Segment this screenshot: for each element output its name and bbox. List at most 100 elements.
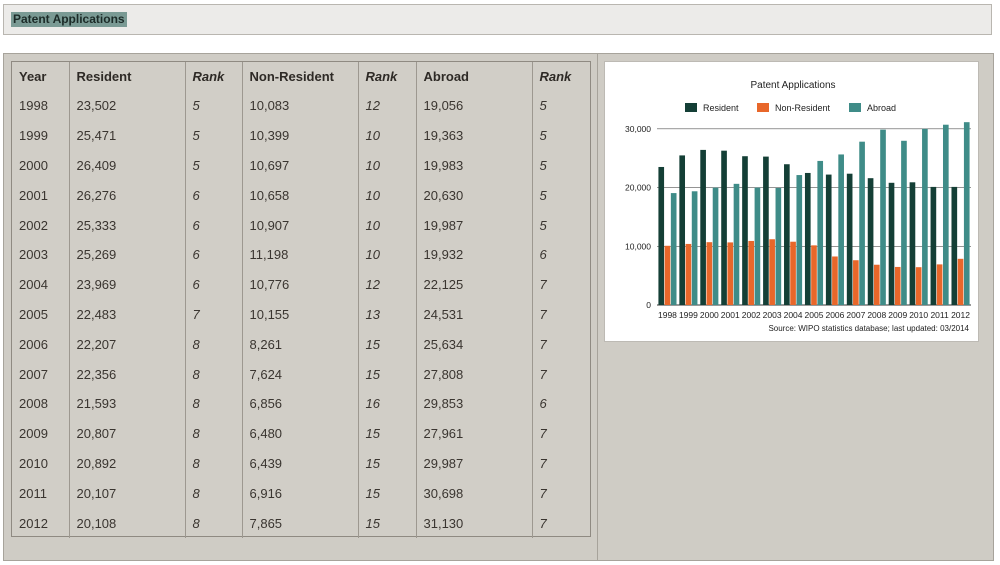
x-tick-label: 2009 — [888, 310, 907, 320]
cell-non-resident-rank: 10 — [358, 150, 417, 181]
x-tick-label: 2006 — [825, 310, 844, 320]
cell-non-resident-rank: 12 — [358, 269, 417, 300]
cell-resident-rank: 6 — [185, 269, 243, 300]
cell-abroad: 19,056 — [416, 91, 533, 121]
cell-non-resident-rank: 16 — [358, 388, 417, 419]
patent-chart-card: Patent Applications Resident Non-Resident… — [604, 61, 979, 342]
patent-table-container: Year Resident Rank Non-Resident Rank Abr… — [11, 61, 591, 538]
cell-abroad-rank: 7 — [539, 277, 547, 293]
cell-non-resident: 10,776 — [242, 269, 359, 300]
table-row: 2003 25,269 6 11,198 10 19,932 6 — [12, 239, 590, 270]
table-row: 1998 23,502 5 10,083 12 19,056 5 — [12, 91, 590, 121]
cell-year: 2010 — [12, 448, 70, 479]
cell-non-resident-rank: 15 — [358, 329, 417, 360]
cell-resident-rank: 8 — [185, 478, 243, 509]
bar-resident-2008 — [867, 178, 874, 305]
cell-abroad: 27,808 — [416, 359, 533, 389]
x-tick-label: 2010 — [909, 310, 928, 320]
cell-abroad: 19,932 — [416, 239, 533, 270]
bar-abroad-2009 — [901, 140, 907, 305]
cell-non-resident-rank: 12 — [358, 91, 417, 121]
cell-abroad: 27,961 — [416, 418, 533, 449]
table-row: 2000 26,409 5 10,697 10 19,983 5 — [12, 150, 590, 181]
cell-non-resident: 8,261 — [242, 329, 359, 360]
panel-divider — [597, 54, 598, 560]
cell-year: 1998 — [12, 91, 70, 121]
chart-source: Source: WIPO statistics database; last u… — [768, 324, 969, 333]
bar-non-resident-2009 — [894, 266, 901, 305]
cell-resident: 25,333 — [69, 210, 186, 240]
cell-abroad: 19,983 — [416, 150, 533, 181]
cell-non-resident: 6,856 — [242, 388, 359, 419]
cell-resident: 26,276 — [69, 180, 186, 211]
bar-abroad-2006 — [838, 154, 844, 305]
chart-title: Patent Applications — [750, 80, 835, 91]
cell-resident: 26,409 — [69, 150, 186, 181]
cell-non-resident: 6,480 — [242, 418, 359, 449]
cell-abroad: 30,698 — [416, 478, 533, 509]
table-row: 1999 25,471 5 10,399 10 19,363 5 — [12, 120, 590, 151]
cell-year: 2011 — [12, 478, 70, 509]
cell-resident: 20,107 — [69, 478, 186, 509]
page-title: Patent Applications — [11, 12, 127, 27]
cell-resident-rank: 5 — [185, 150, 243, 181]
x-tick-label: 2011 — [930, 310, 949, 320]
bar-non-resident-2011 — [936, 264, 943, 305]
legend-swatch-abroad — [849, 103, 861, 112]
col-header-non-resident: Non-Resident — [242, 62, 359, 91]
cell-abroad-rank: 7 — [539, 426, 547, 442]
cell-resident-rank: 8 — [185, 388, 243, 419]
x-tick-label: 2001 — [721, 310, 740, 320]
bar-abroad-2012 — [963, 122, 970, 305]
x-tick-label: 2012 — [951, 310, 970, 320]
legend-swatch-resident — [685, 103, 697, 112]
patent-bar-chart: Patent Applications Resident Non-Resident… — [625, 80, 971, 333]
cell-year: 2009 — [12, 418, 70, 449]
cell-non-resident: 6,916 — [242, 478, 359, 509]
bar-non-resident-2002 — [748, 240, 755, 305]
bar-non-resident-2005 — [811, 245, 817, 305]
cell-abroad: 19,987 — [416, 210, 533, 240]
cell-abroad-rank: 5 — [539, 217, 547, 233]
cell-non-resident-rank: 15 — [358, 359, 417, 389]
cell-non-resident: 10,907 — [242, 210, 359, 240]
cell-non-resident-rank: 10 — [358, 120, 417, 151]
cell-non-resident-rank: 15 — [358, 418, 417, 449]
table-row: 2002 25,333 6 10,907 10 19,987 5 — [12, 210, 590, 240]
x-tick-label: 2004 — [784, 310, 803, 320]
cell-resident-rank: 8 — [185, 329, 243, 360]
cell-non-resident-rank: 13 — [358, 299, 417, 330]
bar-resident-2011 — [930, 186, 937, 305]
cell-resident-rank: 8 — [185, 508, 243, 538]
cell-resident-rank: 6 — [185, 239, 243, 270]
table-body: 1998 23,502 5 10,083 12 19,056 5 1999 25,471 5 10,… — [12, 91, 590, 538]
table-row: 2010 20,892 8 6,439 15 29,987 7 — [12, 448, 590, 479]
legend-label-resident: Resident — [703, 103, 739, 113]
cell-year: 2008 — [12, 388, 70, 419]
cell-resident-rank: 6 — [185, 180, 243, 211]
cell-abroad: 29,853 — [416, 388, 533, 419]
bar-abroad-2001 — [733, 183, 740, 305]
x-tick-label: 1999 — [679, 310, 698, 320]
bar-abroad-2000 — [712, 187, 719, 305]
cell-abroad-rank: 7 — [539, 306, 547, 322]
cell-resident: 20,108 — [69, 508, 186, 538]
col-header-resident: Resident — [69, 62, 186, 91]
cell-year: 2007 — [12, 359, 70, 389]
x-tick-label: 2005 — [805, 310, 824, 320]
cell-non-resident: 11,198 — [242, 239, 359, 270]
cell-non-resident: 10,658 — [242, 180, 359, 211]
bar-non-resident-1998 — [664, 245, 671, 305]
cell-abroad: 19,363 — [416, 120, 533, 151]
bar-resident-2000 — [700, 149, 706, 305]
cell-non-resident: 10,155 — [242, 299, 359, 330]
bar-resident-1999 — [679, 155, 686, 305]
cell-abroad-rank: 5 — [539, 128, 547, 144]
cell-non-resident: 7,624 — [242, 359, 359, 389]
col-header-abroad-rank: Rank — [539, 69, 572, 84]
legend-swatch-non-resident — [757, 103, 769, 112]
cell-abroad-rank: 7 — [539, 515, 547, 531]
cell-resident: 20,807 — [69, 418, 186, 449]
cell-non-resident: 10,697 — [242, 150, 359, 181]
bar-resident-2002 — [742, 156, 748, 305]
